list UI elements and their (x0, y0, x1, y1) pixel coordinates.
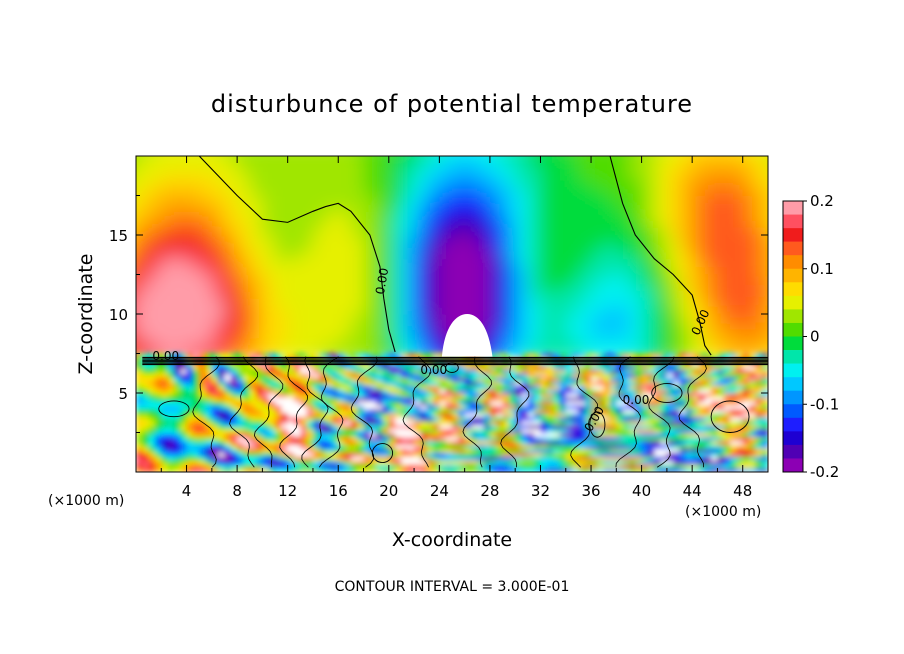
colorbar-tick-label: -0.2 (810, 463, 839, 481)
colorbar-level (783, 404, 803, 419)
x-tick-label: 12 (278, 482, 297, 500)
colorbar-level (783, 214, 803, 229)
x-tick-label: 28 (480, 482, 499, 500)
colorbar-level (783, 322, 803, 337)
colorbar-level (783, 444, 803, 459)
colorbar-level (783, 417, 803, 432)
colorbar-level (783, 363, 803, 378)
colorbar: 0.2 0.1 0 -0.1 -0.2 (782, 192, 839, 481)
contour-label: 0.00 (373, 267, 391, 296)
colorbar-tick-label: 0.2 (810, 192, 834, 210)
y-tick-label: 5 (118, 385, 128, 403)
colorbar-level (783, 295, 803, 310)
warm-cap (441, 314, 493, 357)
x-axis: 4 8 12 16 20 24 28 32 36 40 44 48 (160, 156, 752, 500)
x-axis-label: X-coordinate (392, 529, 512, 551)
x-tick-label: 8 (232, 482, 242, 500)
colorbar-tick-label: 0.1 (810, 260, 834, 278)
x-unit-left: (×1000 m) (48, 493, 124, 509)
contour-interval-text: CONTOUR INTERVAL = 3.000E-01 (335, 579, 570, 595)
y-tick-label: 15 (109, 227, 128, 245)
x-tick-label: 4 (182, 482, 192, 500)
y-axis: 5 10 15 (109, 195, 768, 433)
colorbar-level (783, 241, 803, 256)
x-tick-label: 40 (632, 482, 651, 500)
x-tick-label: 48 (733, 482, 752, 500)
colorbar-level (783, 350, 803, 364)
x-tick-label: 44 (683, 482, 702, 500)
colorbar-tick-label: -0.1 (810, 395, 839, 413)
contour-label: 0.00 (152, 349, 179, 363)
x-tick-label: 36 (581, 482, 600, 500)
x-tick-label: 16 (329, 482, 348, 500)
colorbar-level (783, 282, 803, 297)
y-axis-label: Z-coordinate (75, 254, 97, 375)
colorbar-level (783, 336, 803, 351)
x-unit-right: (×1000 m) (685, 504, 761, 520)
colorbar-tick-label: 0 (810, 328, 820, 346)
colorbar-level (783, 377, 803, 391)
x-tick-label: 20 (379, 482, 398, 500)
colorbar-level (783, 309, 803, 324)
colorbar-level (783, 201, 803, 215)
colorbar-level (783, 431, 803, 446)
chart-title: disturbunce of potential temperature (211, 90, 693, 118)
y-tick-label: 10 (109, 306, 128, 324)
contour-label: 0.00 (420, 363, 447, 377)
temperature-field (136, 156, 768, 472)
colorbar-level (783, 390, 803, 405)
colorbar-level (783, 458, 803, 473)
contour-label: 0.00 (623, 393, 650, 407)
colorbar-level (783, 268, 803, 283)
colorbar-level (783, 255, 803, 270)
x-tick-label: 32 (531, 482, 550, 500)
x-tick-label: 24 (430, 482, 449, 500)
colorbar-level (783, 228, 803, 242)
